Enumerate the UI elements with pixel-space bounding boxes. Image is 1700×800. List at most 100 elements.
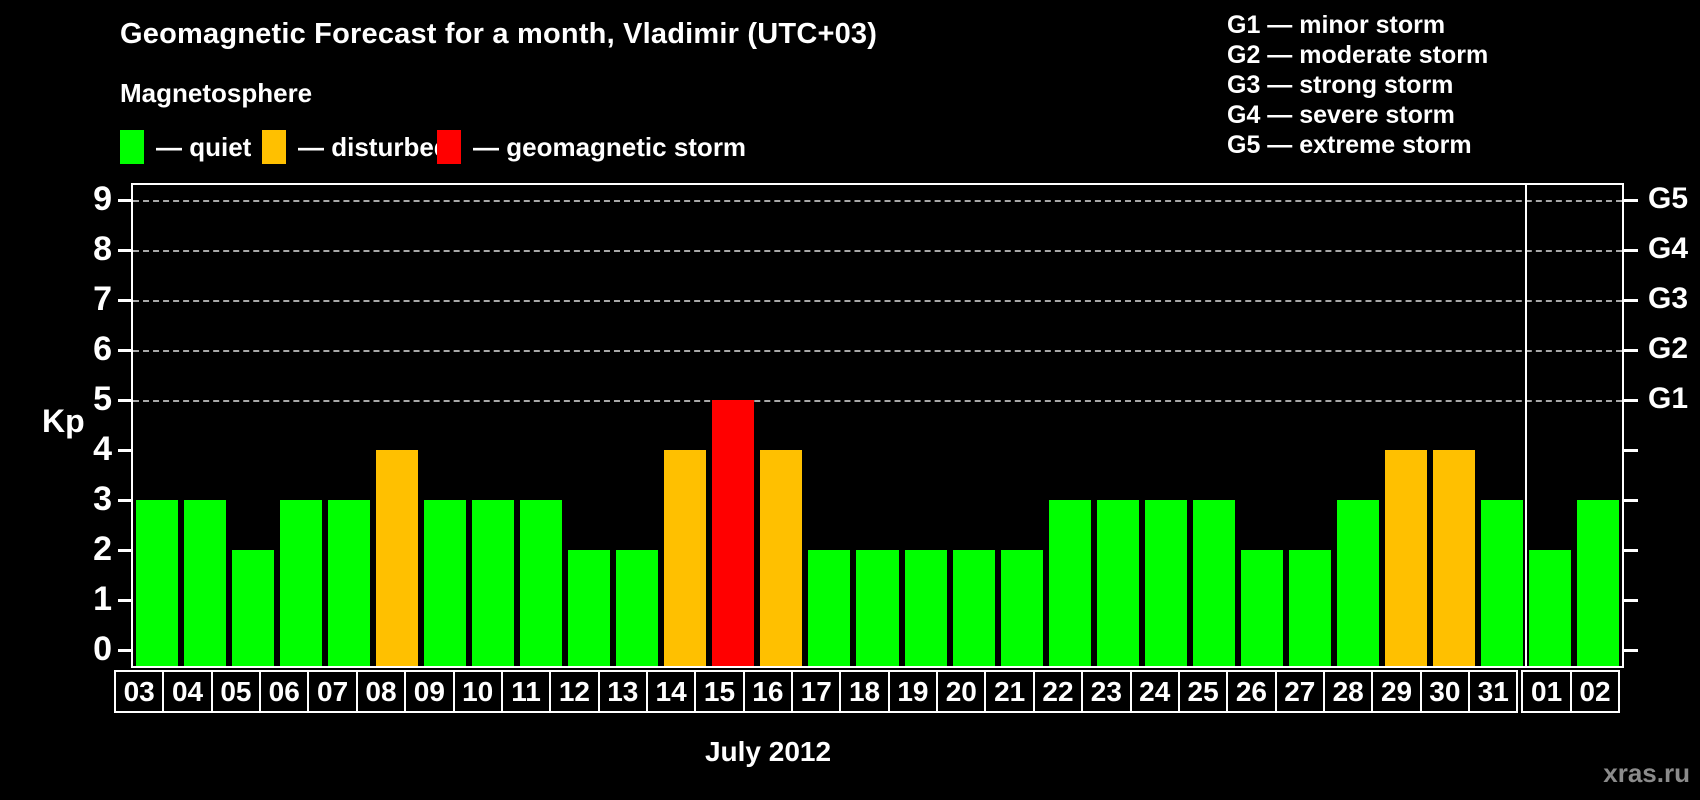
- date-cell-07: 07: [307, 670, 358, 713]
- right-tick-kp-3: [1624, 499, 1638, 502]
- date-cell-06: 06: [259, 670, 310, 713]
- date-cell-09: 09: [404, 670, 455, 713]
- date-cell-31: 31: [1468, 670, 1519, 713]
- kp-bar-day-19: [904, 550, 947, 666]
- y-tick-label-3: 3: [93, 480, 112, 518]
- left-tick-kp-6: [118, 349, 131, 352]
- kp-bar-day-08: [376, 450, 419, 666]
- left-tick-kp-1: [118, 599, 131, 602]
- gridline-kp-8: [133, 250, 1622, 252]
- kp-bar-day-27: [1288, 550, 1331, 666]
- date-cell-29: 29: [1371, 670, 1422, 713]
- left-tick-kp-7: [118, 299, 131, 302]
- legend-label-geomagnetic-storm: — geomagnetic storm: [473, 131, 747, 162]
- legend-item-disturbed: — disturbed: [262, 128, 450, 166]
- date-cell-24: 24: [1129, 670, 1180, 713]
- date-cell-21: 21: [984, 670, 1035, 713]
- left-tick-kp-2: [118, 549, 131, 552]
- legend-label-quiet: — quiet: [156, 131, 252, 162]
- date-cell-16: 16: [742, 670, 794, 713]
- kp-bar-day-09: [424, 500, 467, 666]
- right-tick-kp-9: [1624, 199, 1638, 202]
- date-cell-12: 12: [549, 670, 600, 713]
- date-cell-14: 14: [645, 670, 697, 713]
- plot-area: [131, 183, 1624, 668]
- kp-bar-day-12: [568, 550, 611, 666]
- y-tick-label-2: 2: [93, 530, 112, 568]
- kp-bar-day-01: [1528, 550, 1571, 666]
- date-cell-08: 08: [355, 670, 407, 713]
- left-tick-kp-3: [118, 499, 131, 502]
- kp-bar-day-11: [520, 500, 563, 666]
- date-cell-02: 02: [1569, 670, 1621, 713]
- date-cell-17: 17: [791, 670, 842, 713]
- left-tick-kp-4: [118, 449, 131, 452]
- date-cell-26: 26: [1226, 670, 1277, 713]
- date-cell-05: 05: [210, 670, 262, 713]
- date-cell-19: 19: [887, 670, 939, 713]
- kp-bar-day-10: [472, 500, 515, 666]
- chart-title: Geomagnetic Forecast for a month, Vladim…: [120, 18, 878, 50]
- date-cell-22: 22: [1032, 670, 1084, 713]
- kp-bar-day-26: [1240, 550, 1283, 666]
- kp-bar-day-22: [1048, 500, 1091, 666]
- left-tick-kp-9: [118, 199, 131, 202]
- date-cell-04: 04: [162, 670, 213, 713]
- kp-bar-day-20: [952, 550, 995, 666]
- kp-bar-day-28: [1336, 500, 1379, 666]
- gridline-kp-9: [133, 200, 1622, 202]
- date-cell-11: 11: [500, 670, 552, 713]
- date-cell-30: 30: [1419, 670, 1471, 713]
- kp-bar-day-30: [1432, 450, 1475, 666]
- right-tick-kp-0: [1624, 649, 1638, 652]
- kp-bar-day-06: [280, 500, 323, 666]
- date-cell-23: 23: [1081, 670, 1132, 713]
- right-tick-kp-7: [1624, 299, 1638, 302]
- g2-scale-line: G2 — moderate storm: [1227, 41, 1489, 69]
- left-tick-kp-0: [118, 649, 131, 652]
- y-tick-label-1: 1: [93, 580, 112, 618]
- disturbed-color-swatch: [262, 130, 286, 164]
- y-tick-label-6: 6: [93, 330, 112, 368]
- right-tick-kp-5: [1624, 399, 1638, 402]
- kp-bar-day-31: [1480, 500, 1523, 666]
- gridline-kp-6: [133, 350, 1622, 352]
- kp-bar-day-21: [1000, 550, 1043, 666]
- g3-scale-line: G3 — strong storm: [1227, 71, 1454, 99]
- date-cell-15: 15: [694, 670, 745, 713]
- kp-bar-day-05: [232, 550, 275, 666]
- kp-bar-day-18: [856, 550, 899, 666]
- y-axis-title-kp: Kp: [42, 403, 85, 439]
- kp-bar-day-07: [328, 500, 371, 666]
- magnetosphere-label: Magnetosphere: [120, 78, 313, 108]
- kp-bar-day-23: [1096, 500, 1139, 666]
- y-tick-label-8: 8: [93, 230, 112, 268]
- y-tick-label-9: 9: [93, 180, 112, 218]
- y-tick-label-5: 5: [93, 380, 112, 418]
- kp-bar-day-14: [664, 450, 707, 666]
- x-axis-title: July 2012: [704, 736, 832, 767]
- right-axis-label-g2: G2: [1648, 332, 1689, 365]
- right-axis-label-g3: G3: [1648, 282, 1689, 315]
- kp-bar-day-17: [808, 550, 851, 666]
- date-cell-03: 03: [114, 670, 165, 713]
- kp-bar-day-16: [760, 450, 803, 666]
- legend-item-geomagnetic-storm: — geomagnetic storm: [437, 128, 746, 166]
- x-axis-date-row: 03 04 05 06 07 08 09 10 11 12 13 14 15 16 17 18 19 20 21 22…: [114, 670, 1621, 713]
- right-tick-kp-2: [1624, 549, 1638, 552]
- left-tick-kp-5: [118, 399, 131, 402]
- g1-scale-line: G1 — minor storm: [1227, 11, 1446, 39]
- right-axis-label-g5: G5: [1648, 182, 1689, 215]
- date-cell-28: 28: [1322, 670, 1374, 713]
- kp-bar-day-02: [1576, 500, 1619, 666]
- gridline-kp-7: [133, 300, 1622, 302]
- kp-bar-day-13: [616, 550, 659, 666]
- right-tick-kp-4: [1624, 449, 1638, 452]
- right-tick-kp-1: [1624, 599, 1638, 602]
- left-tick-kp-8: [118, 249, 131, 252]
- y-tick-label-0: 0: [93, 630, 112, 668]
- y-tick-label-7: 7: [93, 280, 112, 318]
- g-storm-scale-legend: G1 — minor storm G2 — moderate storm G3 …: [1227, 10, 1488, 160]
- kp-bar-day-04: [184, 500, 227, 666]
